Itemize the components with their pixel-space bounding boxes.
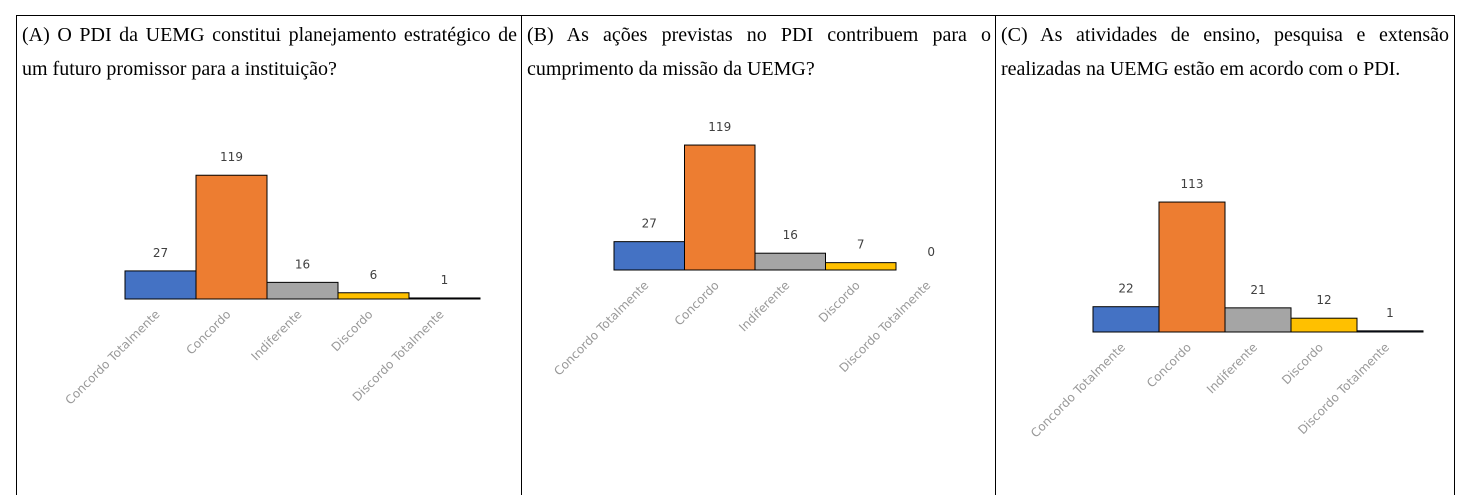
category-label: Concordo Totalmente	[551, 278, 651, 378]
bar	[1224, 307, 1292, 333]
data-label: 27	[153, 246, 168, 260]
data-label: 16	[783, 228, 798, 242]
data-label: 7	[857, 238, 865, 252]
category-label: Concordo Totalmente	[63, 307, 163, 407]
bar	[124, 270, 197, 300]
data-label: 16	[295, 257, 310, 271]
bar	[825, 262, 897, 271]
panel-title: (C) As atividades de ensino, pesquisa e …	[1001, 24, 1449, 80]
data-label: 1	[441, 273, 449, 287]
category-label: Concordo	[1144, 340, 1194, 390]
panel: (B) As ações previstas no PDI contribuem…	[521, 15, 996, 495]
data-label: 119	[708, 120, 731, 134]
category-label: Indiferente	[736, 278, 792, 334]
bar	[1158, 201, 1226, 333]
data-label: 0	[927, 245, 935, 259]
panel-title: (B) As ações previstas no PDI contribuem…	[527, 24, 991, 80]
data-label: 21	[1250, 283, 1265, 297]
chart: 27 Concordo Totalmente 119 Concordo 16 Indife…	[551, 120, 935, 378]
data-label: 22	[1118, 282, 1133, 296]
data-label: 27	[642, 217, 657, 231]
data-label: 6	[370, 268, 378, 282]
bar	[1356, 330, 1424, 333]
panel: (A) O PDI da UEMG constitui planejamento…	[16, 15, 522, 495]
bar	[266, 281, 339, 300]
bar	[408, 297, 481, 300]
bar	[613, 241, 685, 271]
chart: 22 Concordo Totalmente 113 Concordo 21 Indife…	[1028, 177, 1424, 440]
category-label: Discordo	[1279, 340, 1326, 387]
bar	[337, 292, 410, 300]
category-label: Discordo	[329, 307, 376, 354]
bar	[684, 144, 756, 271]
bar	[1290, 317, 1358, 333]
category-label: Concordo Totalmente	[1028, 340, 1128, 440]
panel-title: (A) O PDI da UEMG constitui planejamento…	[22, 24, 517, 80]
data-label: 113	[1181, 177, 1204, 191]
category-label: Concordo	[672, 278, 722, 328]
bar	[195, 174, 268, 300]
data-label: 1	[1386, 306, 1394, 320]
category-label: Indiferente	[248, 307, 304, 363]
category-label: Indiferente	[1204, 340, 1260, 396]
bar	[754, 252, 826, 271]
category-label: Discordo	[816, 278, 863, 325]
category-label: Concordo	[183, 307, 233, 357]
data-label: 119	[220, 150, 243, 164]
bar	[1092, 306, 1160, 333]
panel: (C) As atividades de ensino, pesquisa e …	[995, 15, 1455, 495]
data-label: 12	[1316, 293, 1331, 307]
